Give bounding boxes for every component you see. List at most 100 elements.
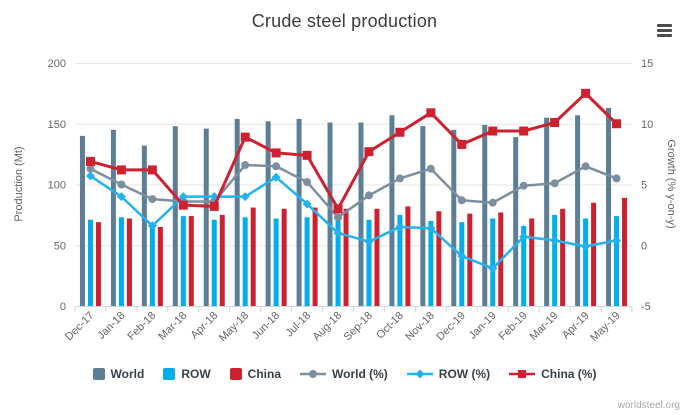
bar-row-7[interactable]: [304, 217, 310, 306]
point-world-16[interactable]: [581, 162, 590, 171]
bar-world-5[interactable]: [234, 118, 240, 306]
bar-world-9[interactable]: [358, 122, 364, 306]
point-world-2[interactable]: [148, 195, 157, 204]
point-row-1[interactable]: [116, 192, 126, 202]
bar-world-10[interactable]: [389, 115, 395, 307]
point-row-9[interactable]: [364, 237, 374, 247]
point-china-16[interactable]: [581, 88, 591, 98]
point-world-11[interactable]: [426, 164, 435, 173]
bar-china-0[interactable]: [95, 222, 101, 306]
bar-row-12[interactable]: [459, 222, 465, 306]
bar-china-2[interactable]: [157, 227, 163, 306]
bar-world-11[interactable]: [420, 126, 426, 307]
point-china-7[interactable]: [302, 150, 312, 160]
point-china-12[interactable]: [457, 139, 467, 149]
point-china-17[interactable]: [612, 119, 622, 129]
bar-world-6[interactable]: [265, 121, 271, 306]
bar-china-6[interactable]: [281, 208, 287, 306]
point-world-13[interactable]: [488, 198, 497, 207]
bar-china-14[interactable]: [529, 218, 535, 306]
point-china-3[interactable]: [178, 200, 188, 210]
bar-world-15[interactable]: [544, 117, 550, 306]
point-china-0[interactable]: [85, 156, 95, 166]
bar-row-11[interactable]: [428, 220, 434, 306]
point-world-7[interactable]: [303, 178, 312, 187]
bar-world-1[interactable]: [110, 129, 116, 306]
point-china-6[interactable]: [271, 148, 281, 158]
point-china-11[interactable]: [426, 108, 436, 118]
chart-menu-button[interactable]: [657, 24, 673, 38]
point-row-12[interactable]: [457, 251, 467, 261]
bar-row-4[interactable]: [211, 219, 217, 306]
bar-china-1[interactable]: [126, 218, 132, 306]
point-row-5[interactable]: [240, 192, 250, 202]
bar-china-16[interactable]: [591, 202, 597, 306]
point-world-15[interactable]: [550, 179, 559, 188]
bar-world-3[interactable]: [172, 126, 178, 307]
legend-item-row[interactable]: ROW: [163, 367, 211, 381]
point-china-5[interactable]: [240, 132, 250, 142]
point-world-12[interactable]: [457, 196, 466, 205]
bar-world-8[interactable]: [327, 122, 333, 306]
bar-china-17[interactable]: [622, 197, 628, 306]
point-china-9[interactable]: [364, 147, 374, 157]
bar-china-9[interactable]: [374, 208, 380, 306]
bar-row-17[interactable]: [614, 216, 620, 306]
legend-item-world[interactable]: World: [92, 367, 144, 381]
point-row-11[interactable]: [426, 223, 436, 233]
point-world-8[interactable]: [334, 213, 343, 222]
bar-row-13[interactable]: [490, 218, 496, 306]
legend-item-china[interactable]: China (%): [509, 367, 596, 381]
bar-row-2[interactable]: [149, 224, 155, 306]
bar-china-10[interactable]: [405, 206, 411, 306]
bar-row-9[interactable]: [366, 219, 372, 306]
point-china-10[interactable]: [395, 127, 405, 137]
bar-world-7[interactable]: [296, 118, 302, 306]
point-world-5[interactable]: [241, 161, 250, 170]
point-china-15[interactable]: [550, 118, 560, 128]
point-china-1[interactable]: [116, 165, 126, 175]
point-china-13[interactable]: [488, 126, 498, 136]
point-row-8[interactable]: [333, 228, 343, 238]
point-row-10[interactable]: [395, 222, 405, 232]
point-row-14[interactable]: [519, 232, 529, 242]
bar-row-5[interactable]: [242, 217, 248, 306]
point-row-7[interactable]: [302, 199, 312, 209]
point-china-14[interactable]: [519, 126, 529, 136]
point-row-13[interactable]: [488, 263, 498, 273]
bar-china-11[interactable]: [436, 211, 442, 306]
bar-row-0[interactable]: [87, 219, 93, 306]
bar-world-12[interactable]: [451, 129, 457, 306]
bar-china-7[interactable]: [312, 207, 318, 306]
point-world-17[interactable]: [612, 174, 621, 183]
point-row-2[interactable]: [147, 221, 157, 231]
bar-row-15[interactable]: [552, 214, 558, 306]
point-china-4[interactable]: [209, 201, 219, 211]
point-world-1[interactable]: [117, 180, 126, 189]
bar-china-8[interactable]: [343, 208, 349, 306]
bar-china-3[interactable]: [188, 216, 194, 306]
point-china-8[interactable]: [333, 204, 343, 214]
point-row-15[interactable]: [550, 235, 560, 245]
point-row-17[interactable]: [612, 235, 622, 245]
bar-china-4[interactable]: [219, 214, 225, 306]
bar-world-2[interactable]: [141, 145, 147, 306]
bar-row-8[interactable]: [335, 219, 341, 306]
point-world-10[interactable]: [395, 174, 404, 183]
point-world-6[interactable]: [272, 162, 281, 171]
bar-row-3[interactable]: [180, 216, 186, 306]
point-world-14[interactable]: [519, 181, 528, 190]
bar-world-17[interactable]: [606, 107, 612, 306]
bar-world-0[interactable]: [79, 135, 85, 306]
point-row-0[interactable]: [85, 171, 95, 181]
bar-row-14[interactable]: [521, 225, 527, 306]
bar-row-16[interactable]: [583, 218, 589, 306]
point-row-3[interactable]: [178, 192, 188, 202]
point-world-9[interactable]: [364, 191, 373, 200]
bar-row-10[interactable]: [397, 214, 403, 306]
legend-item-row[interactable]: ROW (%): [406, 367, 490, 381]
bar-world-13[interactable]: [482, 124, 488, 306]
bar-world-4[interactable]: [203, 128, 209, 306]
point-world-0[interactable]: [86, 164, 95, 173]
bar-world-16[interactable]: [575, 115, 581, 307]
